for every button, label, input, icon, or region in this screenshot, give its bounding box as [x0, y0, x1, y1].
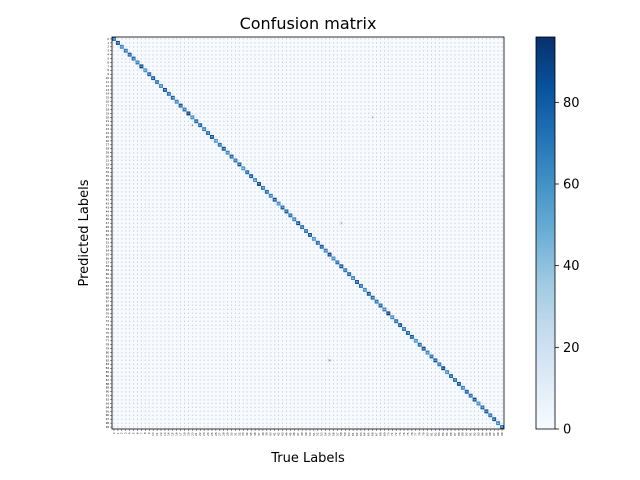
chart-title: Confusion matrix — [240, 14, 377, 33]
heatmap-cells — [112, 37, 504, 429]
